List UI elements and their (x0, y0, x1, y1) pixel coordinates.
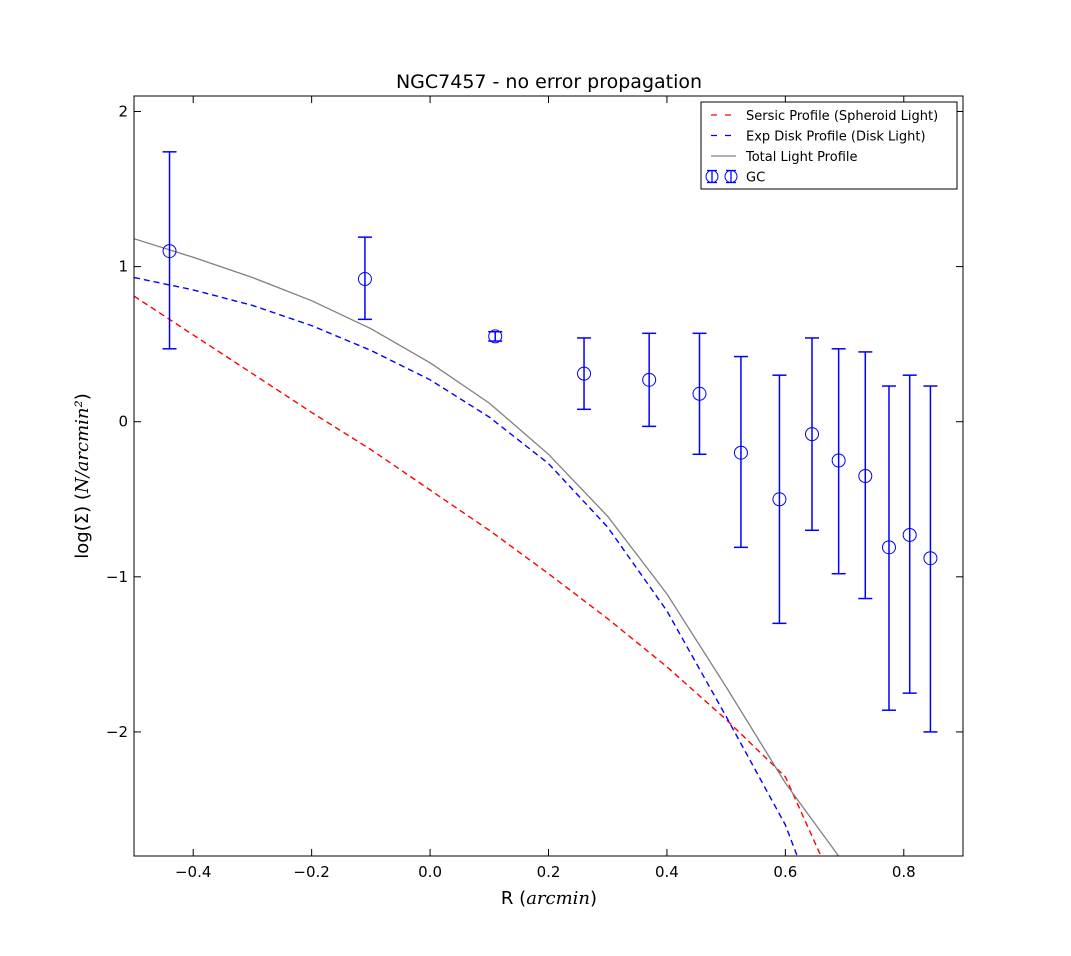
gc-marker (858, 469, 873, 483)
plot-frame (133, 95, 964, 857)
y-tick-label: −1 (106, 568, 128, 586)
y-axis-label-suffix: ) (72, 393, 93, 400)
y-tick-label: −2 (106, 723, 128, 741)
gc-marker (902, 527, 917, 542)
gc-marker (577, 366, 592, 381)
y-axis-label-unit: N/arcmin² (72, 400, 93, 494)
legend-entry-sersic-profile-spheroid-light: Sersic Profile (Spheroid Light) (711, 109, 938, 124)
y-tick-label: 0 (118, 413, 128, 431)
y-tick-label: 2 (118, 103, 128, 121)
x-tick-label: −0.4 (175, 863, 211, 881)
x-tick-label: 0.2 (537, 863, 561, 881)
gc-data-point (831, 348, 846, 575)
gc-data-point (858, 351, 873, 600)
gc-data-point (923, 385, 938, 733)
gc-marker (642, 372, 657, 387)
gc-data-point (902, 374, 917, 694)
gc-marker (805, 427, 820, 442)
legend: Sersic Profile (Spheroid Light) Exp Disk … (700, 101, 958, 190)
gc-marker (488, 329, 503, 344)
x-tick-label: 0.4 (655, 863, 679, 881)
gc-marker (692, 386, 707, 401)
gc-marker (831, 453, 846, 468)
series-line-total-light-profile (134, 238, 840, 856)
gc-marker (881, 540, 896, 555)
gc-data-point (162, 151, 177, 350)
y-axis-label-prefix: log(Σ) ( (72, 493, 93, 559)
legend-entry-gc: GC (705, 169, 765, 186)
gc-data-point (577, 337, 592, 411)
chart-title: NGC7457 - no error propagation (396, 71, 702, 93)
x-axis-label-suffix: ) (590, 888, 597, 909)
y-axis-label: log(Σ) (N/arcmin²) (72, 393, 93, 559)
legend-frame (700, 101, 958, 190)
x-axis-label-prefix: R ( (501, 888, 526, 909)
gc-marker (357, 272, 372, 287)
legend-entry-exp-disk-profile-disk-light: Exp Disk Profile (Disk Light) (711, 130, 926, 145)
gc-data-point (488, 329, 503, 344)
series-line-exp-disk-profile-disk-light (134, 276, 798, 856)
legend-entry-total-light-profile: Total Light Profile (711, 150, 858, 165)
x-axis-label-unit: arcmin (526, 888, 590, 909)
x-tick-label: 0.6 (773, 863, 797, 881)
axis-ticks: −0.4 −0.2 0.0 0.2 0.4 0.6 0.8 −2 −1 0 1 2 (106, 96, 963, 881)
gc-data-point (881, 385, 896, 711)
legend-label: Exp Disk Profile (Disk Light) (746, 130, 926, 145)
y-tick-label: 1 (118, 258, 128, 276)
gc-data-point (805, 337, 820, 532)
x-axis-label: R (arcmin) (501, 888, 597, 909)
gc-data-point (772, 374, 787, 625)
gc-marker (772, 492, 787, 507)
legend-swatch-marker (724, 170, 738, 183)
series-line-sersic-profile-spheroid-light (134, 295, 822, 856)
gc-marker (923, 551, 938, 566)
gc-data-point (733, 355, 748, 549)
x-tick-label: 0.0 (418, 863, 442, 881)
legend-swatch-marker (705, 170, 719, 183)
gc-data-point (642, 332, 657, 428)
x-tick-label: 0.8 (892, 863, 916, 881)
gc-data-point (692, 332, 707, 456)
plot-area (134, 151, 938, 856)
gc-data-point (357, 236, 372, 321)
legend-label: Total Light Profile (745, 150, 858, 165)
x-tick-label: −0.2 (293, 863, 329, 881)
gc-marker (162, 244, 177, 259)
gc-marker (733, 445, 748, 460)
legend-label: GC (746, 171, 765, 186)
legend-label: Sersic Profile (Spheroid Light) (746, 109, 938, 124)
